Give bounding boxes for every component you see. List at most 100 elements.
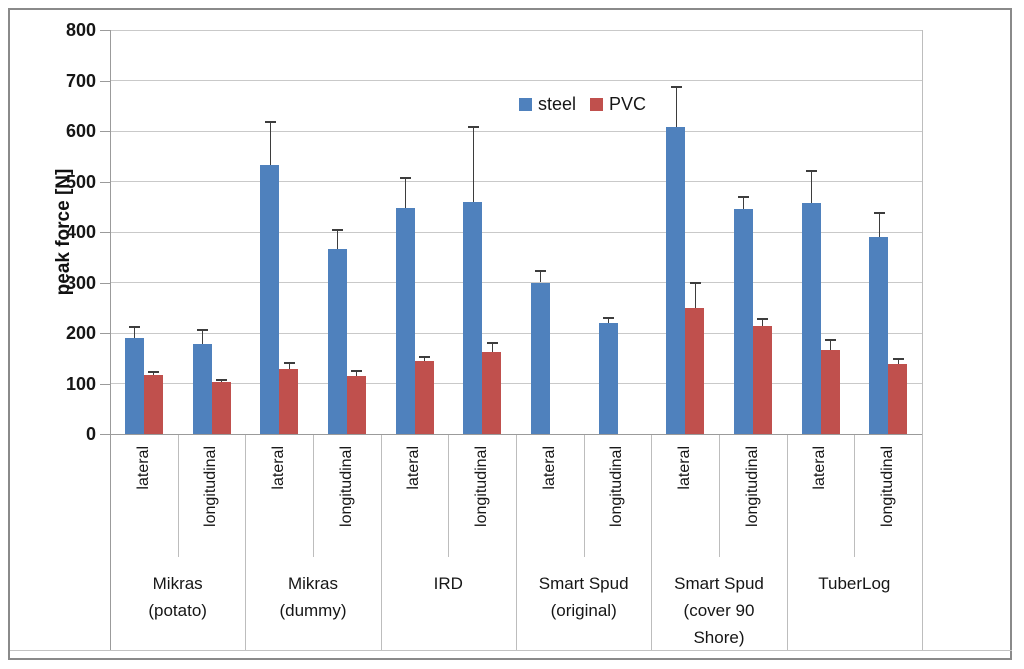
group-separator xyxy=(380,434,382,650)
y-tick-label: 300 xyxy=(65,272,96,293)
legend-swatch-steel xyxy=(519,97,532,111)
group-label: TuberLog xyxy=(818,574,891,593)
legend-item: steel xyxy=(519,94,576,115)
y-tick-label: 800 xyxy=(65,20,96,40)
y-axis-tick xyxy=(100,232,110,233)
bar-steel xyxy=(666,126,686,434)
bar-steel xyxy=(463,201,483,434)
error-bar xyxy=(811,171,812,204)
category-label: longitudinal xyxy=(337,446,355,527)
category-label: lateral xyxy=(676,446,694,490)
group-label: Smart Spud (original) xyxy=(538,574,629,620)
error-bar-cap xyxy=(264,121,276,124)
subcategory-separator xyxy=(719,434,720,557)
subcategory-separator xyxy=(448,434,450,557)
x-axis-line xyxy=(110,433,922,435)
bar-pvc xyxy=(888,363,908,434)
category-label: lateral xyxy=(405,446,423,490)
error-bar-cap xyxy=(486,342,498,345)
category-label: longitudinal xyxy=(473,446,491,527)
bar-pvc xyxy=(346,375,366,434)
chart-outer-frame xyxy=(8,8,1012,660)
legend-label: PVC xyxy=(609,93,647,114)
y-gridline xyxy=(110,332,922,334)
y-axis-tick xyxy=(100,131,110,132)
bar-pvc xyxy=(685,308,705,434)
bar-steel xyxy=(869,236,889,434)
bar-pvc xyxy=(752,325,772,434)
error-bar-cap xyxy=(419,355,430,358)
legend-item: PVC xyxy=(590,94,646,115)
error-bar-cap xyxy=(351,369,363,372)
error-bar-cap xyxy=(892,358,904,361)
error-bar xyxy=(897,359,899,364)
error-bar xyxy=(337,230,339,249)
bar-steel xyxy=(192,344,212,434)
bar-pvc xyxy=(820,350,840,434)
error-bar-cap xyxy=(332,229,344,232)
y-gridline xyxy=(110,231,922,233)
error-bar-cap xyxy=(197,329,208,332)
error-bar xyxy=(830,340,831,351)
group-separator xyxy=(651,434,653,650)
y-axis-tick xyxy=(100,333,110,334)
y-tick-label: 200 xyxy=(65,323,96,343)
error-bar-cap xyxy=(603,316,614,319)
error-bar xyxy=(356,370,358,376)
y-axis-tick xyxy=(100,181,110,183)
bar-pvc xyxy=(211,382,231,434)
error-bar xyxy=(743,196,745,210)
category-label-cell: lateral xyxy=(787,446,855,564)
category-label-cell: longitudinal xyxy=(178,446,246,564)
y-tick-label: 500 xyxy=(65,171,96,192)
bar-steel xyxy=(124,338,144,434)
error-bar xyxy=(134,326,136,339)
y-tick-label: 0 xyxy=(85,424,96,444)
group-separator xyxy=(245,434,247,650)
group-separator xyxy=(516,434,517,650)
error-bar xyxy=(202,330,203,345)
category-label: lateral xyxy=(270,446,288,490)
group-label: Mikras (potato) xyxy=(148,574,207,620)
error-bar xyxy=(540,271,542,283)
category-label-cell: lateral xyxy=(651,446,719,564)
bar-pvc xyxy=(279,368,299,434)
y-axis-tick xyxy=(100,282,110,284)
error-bar xyxy=(221,379,222,383)
y-axis-tick xyxy=(100,383,110,385)
group-label: Mikras (dummy) xyxy=(279,574,347,620)
y-tick-label: 100 xyxy=(65,373,96,394)
y-gridline xyxy=(110,282,922,283)
bar-pvc xyxy=(414,360,434,434)
legend-label: steel xyxy=(538,93,577,114)
category-label-cell: longitudinal xyxy=(313,446,381,564)
bar-pvc xyxy=(482,351,502,434)
error-bar-cap xyxy=(825,339,836,342)
bar-pvc xyxy=(143,374,163,434)
y-gridline xyxy=(110,130,922,132)
error-bar xyxy=(288,362,290,369)
bar-steel xyxy=(733,209,753,434)
y-tick-label: 400 xyxy=(65,222,96,242)
category-label: longitudinal xyxy=(608,446,626,527)
group-separator xyxy=(786,434,788,650)
bar-steel xyxy=(801,203,821,434)
error-bar-cap xyxy=(216,378,227,381)
error-bar xyxy=(424,356,425,361)
error-bar-cap xyxy=(670,85,682,88)
plot-right-border xyxy=(921,30,923,650)
y-axis-tick xyxy=(100,434,110,435)
y-gridline xyxy=(110,80,922,81)
category-label: lateral xyxy=(540,446,558,490)
category-label-cell: lateral xyxy=(516,446,584,564)
y-axis-line xyxy=(109,30,111,650)
error-bar xyxy=(608,317,609,323)
error-bar xyxy=(153,371,155,375)
error-bar xyxy=(491,343,493,352)
category-label-cell: lateral xyxy=(381,446,449,564)
error-bar-cap xyxy=(535,270,547,273)
category-label: longitudinal xyxy=(202,446,220,527)
error-bar xyxy=(694,282,696,309)
y-gridline xyxy=(110,181,922,182)
error-bar-cap xyxy=(806,170,817,173)
